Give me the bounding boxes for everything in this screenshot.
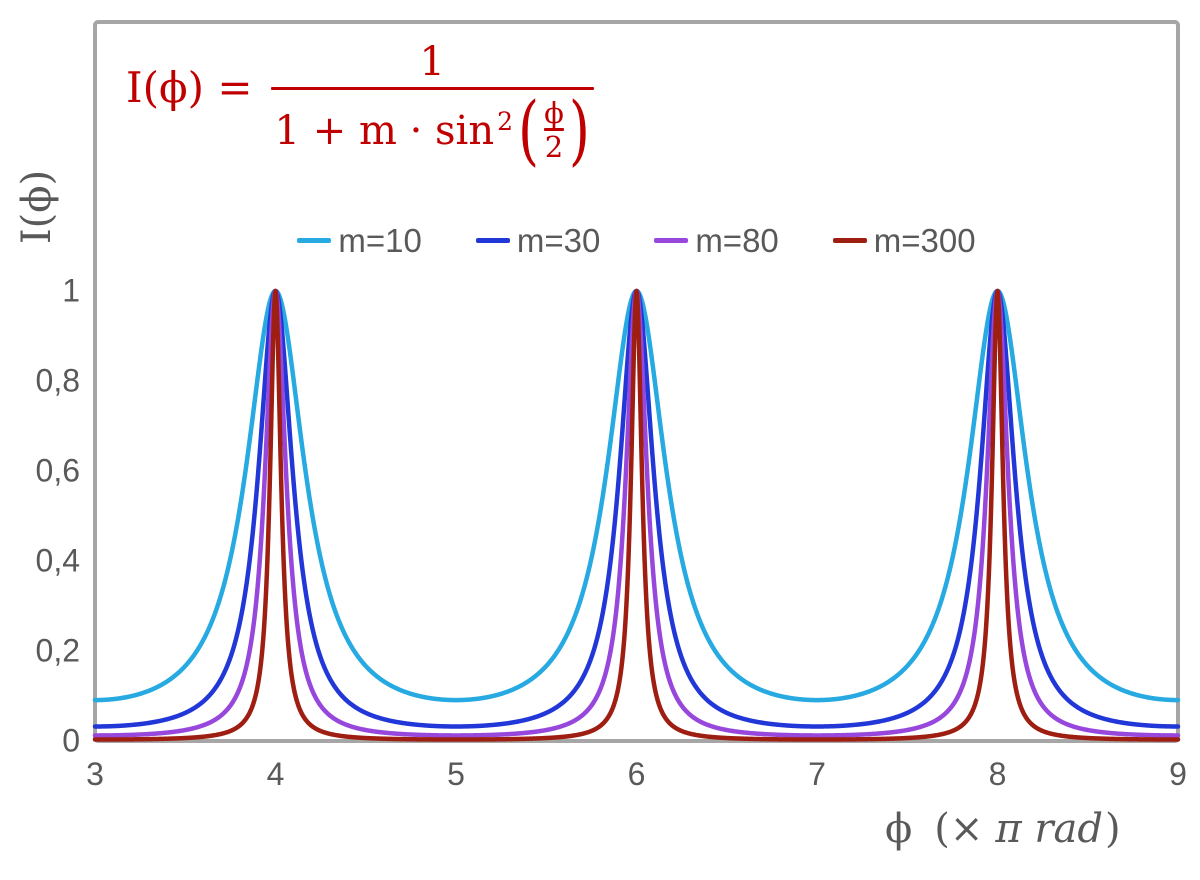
x-title-open: (× — [934, 806, 984, 852]
legend: m=10 m=30 m=80 m=300 — [95, 224, 1178, 257]
y-axis-tick-label: 1 — [62, 272, 80, 309]
x-axis-tick-label: 9 — [1169, 756, 1187, 792]
inner-fraction: ϕ 2 — [544, 98, 564, 164]
y-axis-tick-label: 0,8 — [35, 362, 80, 399]
x-axis-tick-label: 5 — [447, 756, 465, 792]
x-axis-tick-label: 8 — [988, 756, 1007, 792]
y-axis-tick-label: 0,2 — [35, 632, 80, 669]
x-axis-tick-label: 6 — [627, 756, 646, 792]
legend-label: m=30 — [516, 222, 601, 259]
x-axis-tick-label: 7 — [808, 756, 826, 792]
big-paren-open: ( — [518, 86, 540, 175]
x-axis-tick-label: 3 — [86, 756, 104, 792]
formula-fraction: 1 1 + m · sin 2 ( ϕ 2 ) — [270, 39, 594, 169]
y-axis-tick-label: 0 — [62, 722, 80, 759]
legend-item-m30: m=30 — [475, 222, 601, 259]
x-title-close: ) — [1104, 806, 1121, 852]
legend-label: m=10 — [338, 222, 422, 259]
legend-label: m=80 — [695, 222, 779, 259]
y-axis-title: I(ϕ) — [14, 169, 60, 245]
legend-item-m10: m=10 — [297, 222, 422, 259]
formula-lhs: I(ϕ) = — [126, 63, 253, 112]
inner-denominator: 2 — [544, 129, 564, 164]
denominator-text: 1 + m · sin — [274, 108, 495, 155]
curve-m300 — [92, 288, 1181, 742]
formula-denominator: 1 + m · sin 2 ( ϕ 2 ) — [271, 90, 594, 169]
legend-swatch — [832, 238, 867, 243]
legend-label: m=300 — [873, 222, 976, 259]
x-axis-title: ϕ (× π rad ) — [885, 806, 1121, 852]
big-paren-close: ) — [568, 86, 590, 175]
fraction-bar — [270, 87, 594, 90]
x-axis-tick-label: 4 — [266, 756, 285, 792]
inner-fraction-bar — [544, 128, 564, 131]
legend-swatch — [297, 238, 332, 243]
legend-item-m300: m=300 — [832, 222, 976, 259]
legend-swatch — [654, 238, 689, 243]
formula-numerator: 1 — [419, 39, 445, 85]
x-title-italic: π rad — [995, 806, 1103, 852]
y-axis-tick-labels: 0 0,2 0,4 0,6 0,8 1 — [0, 0, 80, 880]
sin-exponent: 2 — [497, 106, 514, 136]
legend-item-m80: m=80 — [654, 222, 779, 259]
y-axis-tick-label: 0,4 — [35, 542, 80, 579]
chart-frame — [93, 20, 1180, 743]
inner-numerator: ϕ — [544, 96, 564, 130]
formula: I(ϕ) = 1 1 + m · sin 2 ( ϕ 2 ) — [126, 39, 594, 169]
legend-swatch — [475, 238, 510, 243]
y-axis-tick-label: 0,6 — [35, 452, 80, 489]
x-title-phi: ϕ — [885, 806, 913, 852]
